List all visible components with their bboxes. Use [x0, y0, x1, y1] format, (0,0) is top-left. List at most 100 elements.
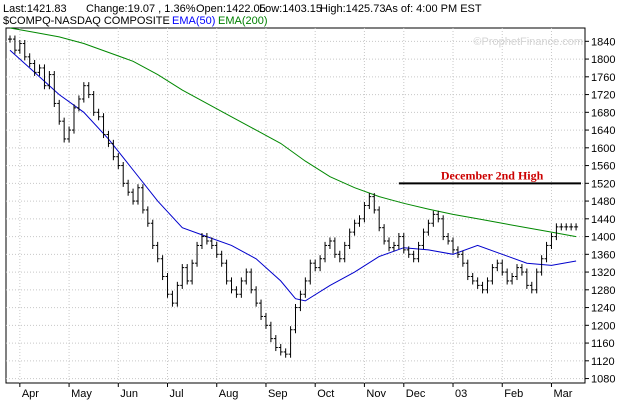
price-bar — [362, 201, 367, 223]
price-bar — [519, 264, 524, 276]
y-tick-label: 1120 — [591, 356, 615, 368]
price-bar — [224, 259, 229, 285]
price-bar — [426, 219, 431, 236]
price-bar — [377, 206, 382, 232]
price-bar — [170, 290, 175, 307]
price-bar — [342, 241, 347, 263]
y-tick-label: 1440 — [591, 214, 615, 226]
price-bar — [387, 237, 392, 252]
x-tick-label: Dec — [406, 388, 426, 400]
price-bar — [490, 264, 495, 285]
price-bar — [278, 343, 283, 356]
y-tick-label: 1520 — [591, 178, 615, 190]
price-bar — [396, 233, 401, 249]
price-bar — [451, 237, 456, 254]
price-bar — [86, 82, 91, 99]
price-bar — [455, 246, 460, 258]
x-tick-label: Oct — [317, 388, 334, 400]
price-bar — [544, 241, 549, 263]
price-bar — [91, 91, 96, 116]
price-bar — [337, 250, 342, 263]
price-bar — [259, 299, 264, 320]
ema200-line — [9, 27, 577, 238]
price-bar — [135, 184, 140, 205]
annotation-label: December 2nd High — [441, 168, 544, 182]
price-bar — [121, 162, 126, 187]
y-tick-label: 1080 — [591, 374, 615, 386]
price-bar — [559, 223, 564, 231]
y-tick-label: 1320 — [591, 267, 615, 279]
price-bar — [554, 223, 559, 241]
header-asof: As of: 4:00 PM EST — [385, 3, 482, 15]
price-bar — [195, 241, 200, 267]
price-bar — [81, 82, 86, 103]
y-tick-label: 1640 — [591, 125, 615, 137]
price-bar — [313, 259, 318, 272]
price-bar — [391, 241, 396, 252]
price-bar — [219, 250, 224, 267]
price-bar — [131, 188, 136, 205]
x-tick-label: Feb — [504, 388, 523, 400]
price-bar — [185, 264, 190, 285]
y-axis: 1080 1120 1160 1200 1240 1280 1320 1360 1400 1440… — [585, 36, 615, 386]
price-bar — [273, 335, 278, 352]
x-tick-label: Sep — [268, 388, 288, 400]
price-bar — [37, 64, 42, 76]
price-bar — [17, 39, 22, 54]
price-bar — [71, 104, 76, 134]
price-bar — [175, 281, 180, 307]
price-bar — [539, 255, 544, 276]
ema200-series — [9, 27, 577, 238]
price-bar — [515, 264, 520, 281]
price-bar — [234, 286, 239, 298]
price-bar — [126, 179, 131, 196]
price-bar — [52, 71, 57, 107]
price-bar — [244, 268, 249, 285]
price-bar — [485, 277, 490, 294]
price-bar — [96, 108, 101, 121]
price-bar — [288, 326, 293, 358]
price-bar — [209, 237, 214, 249]
price-bar — [155, 241, 160, 263]
price-bar — [495, 259, 500, 272]
x-tick-label: 03 — [455, 388, 467, 400]
price-bar — [421, 228, 426, 249]
price-bar — [116, 153, 121, 170]
price-bar — [293, 304, 298, 334]
price-bar — [268, 321, 273, 343]
y-tick-label: 1600 — [591, 143, 615, 155]
price-bar — [318, 255, 323, 272]
x-tick-label: May — [71, 388, 92, 400]
price-bar — [431, 210, 436, 227]
price-bar — [8, 35, 12, 43]
header-low: Low:1403.15 — [259, 3, 322, 15]
price-bar — [524, 268, 529, 289]
legend-ema200: EMA(200) — [218, 15, 268, 27]
price-bar — [475, 277, 480, 289]
price-bar — [327, 237, 332, 249]
price-bar — [436, 210, 441, 223]
price-bar — [411, 250, 416, 263]
price-bar — [229, 277, 234, 294]
price-bar — [76, 95, 81, 112]
price-bar — [160, 255, 165, 281]
y-tick-label: 1560 — [591, 161, 615, 173]
price-bar — [283, 348, 288, 358]
y-tick-label: 1680 — [591, 107, 615, 119]
annotation-layer: December 2nd High — [398, 168, 581, 185]
price-bar — [510, 272, 515, 285]
x-tick-label: Apr — [22, 388, 39, 400]
price-bar — [150, 219, 155, 249]
price-bar — [323, 241, 328, 263]
price-bar — [332, 237, 337, 258]
y-tick-label: 1160 — [591, 338, 615, 350]
price-bar — [347, 228, 352, 249]
price-bar — [460, 250, 465, 267]
price-bar — [263, 312, 268, 329]
price-bar — [199, 233, 204, 249]
price-bar — [101, 113, 106, 139]
price-bar — [62, 117, 67, 143]
watermark: ©ProphetFinance.com — [473, 36, 583, 48]
price-bar — [67, 126, 72, 143]
